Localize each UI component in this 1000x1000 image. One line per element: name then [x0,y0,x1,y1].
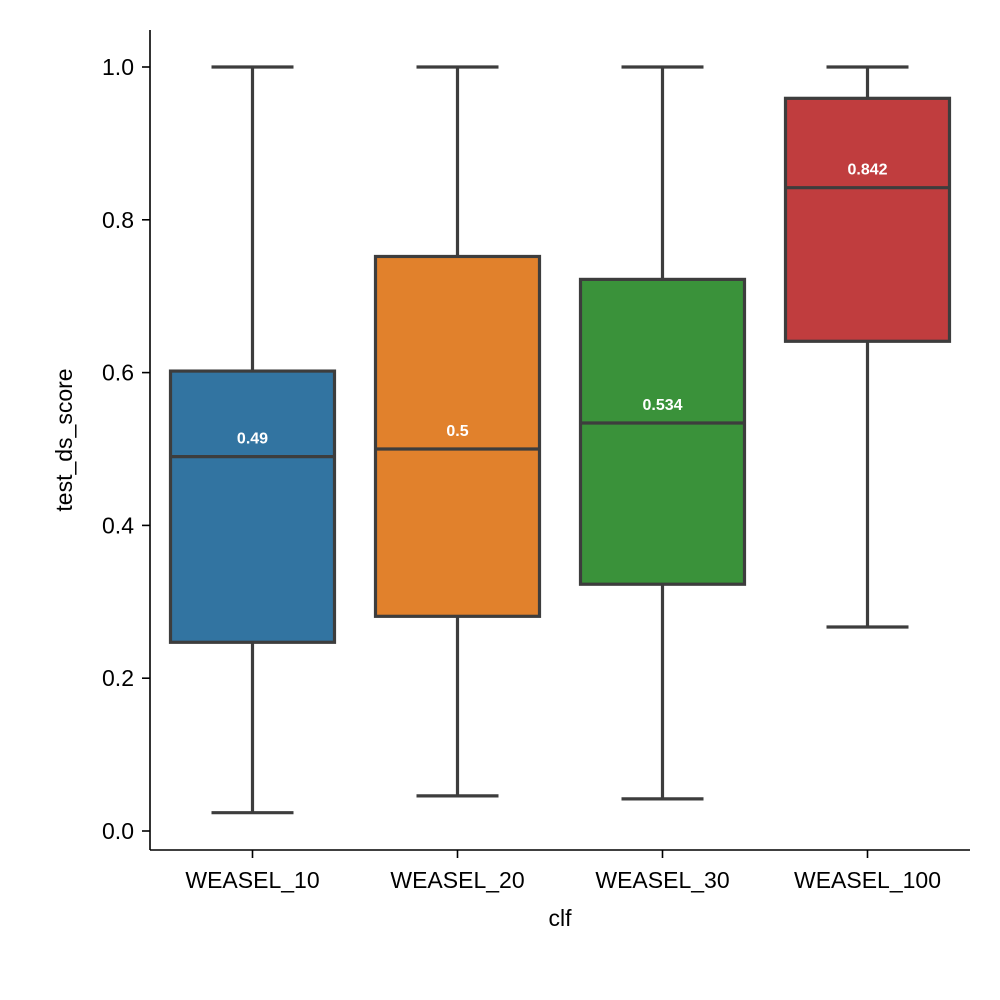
box-weasel-10: 0.49 [168,65,337,815]
median-label: 0.842 [847,162,887,179]
x-axis: WEASEL_10 WEASEL_20 WEASEL_30 WEASEL_100 [150,849,970,893]
y-tick-label: 0.0 [102,818,134,844]
y-tick-label: 1.0 [102,54,134,80]
x-tick-label: WEASEL_100 [794,867,941,893]
median-label: 0.49 [237,431,268,448]
iqr-box [783,96,952,343]
y-axis-title: test_ds_score [51,368,77,511]
y-tick-label: 0.4 [102,512,134,538]
boxes-group: 0.49 0.5 0.534 0.842 [168,65,952,815]
x-tick-label: WEASEL_20 [390,867,524,893]
y-axis: 0.0 0.2 0.4 0.6 0.8 1.0 [102,30,151,850]
iqr-box [168,369,337,644]
x-axis-title: clf [549,905,573,931]
x-tick-label: WEASEL_10 [185,867,319,893]
y-tick-label: 0.6 [102,360,134,386]
iqr-box [578,277,747,586]
y-tick-label: 0.8 [102,207,134,233]
iqr-box [373,254,542,618]
median-label: 0.534 [642,397,682,414]
median-label: 0.5 [446,423,468,440]
box-weasel-100: 0.842 [783,65,952,629]
box-weasel-30: 0.534 [578,65,747,801]
x-tick-label: WEASEL_30 [595,867,729,893]
box-weasel-20: 0.5 [373,65,542,798]
y-tick-label: 0.2 [102,665,134,691]
